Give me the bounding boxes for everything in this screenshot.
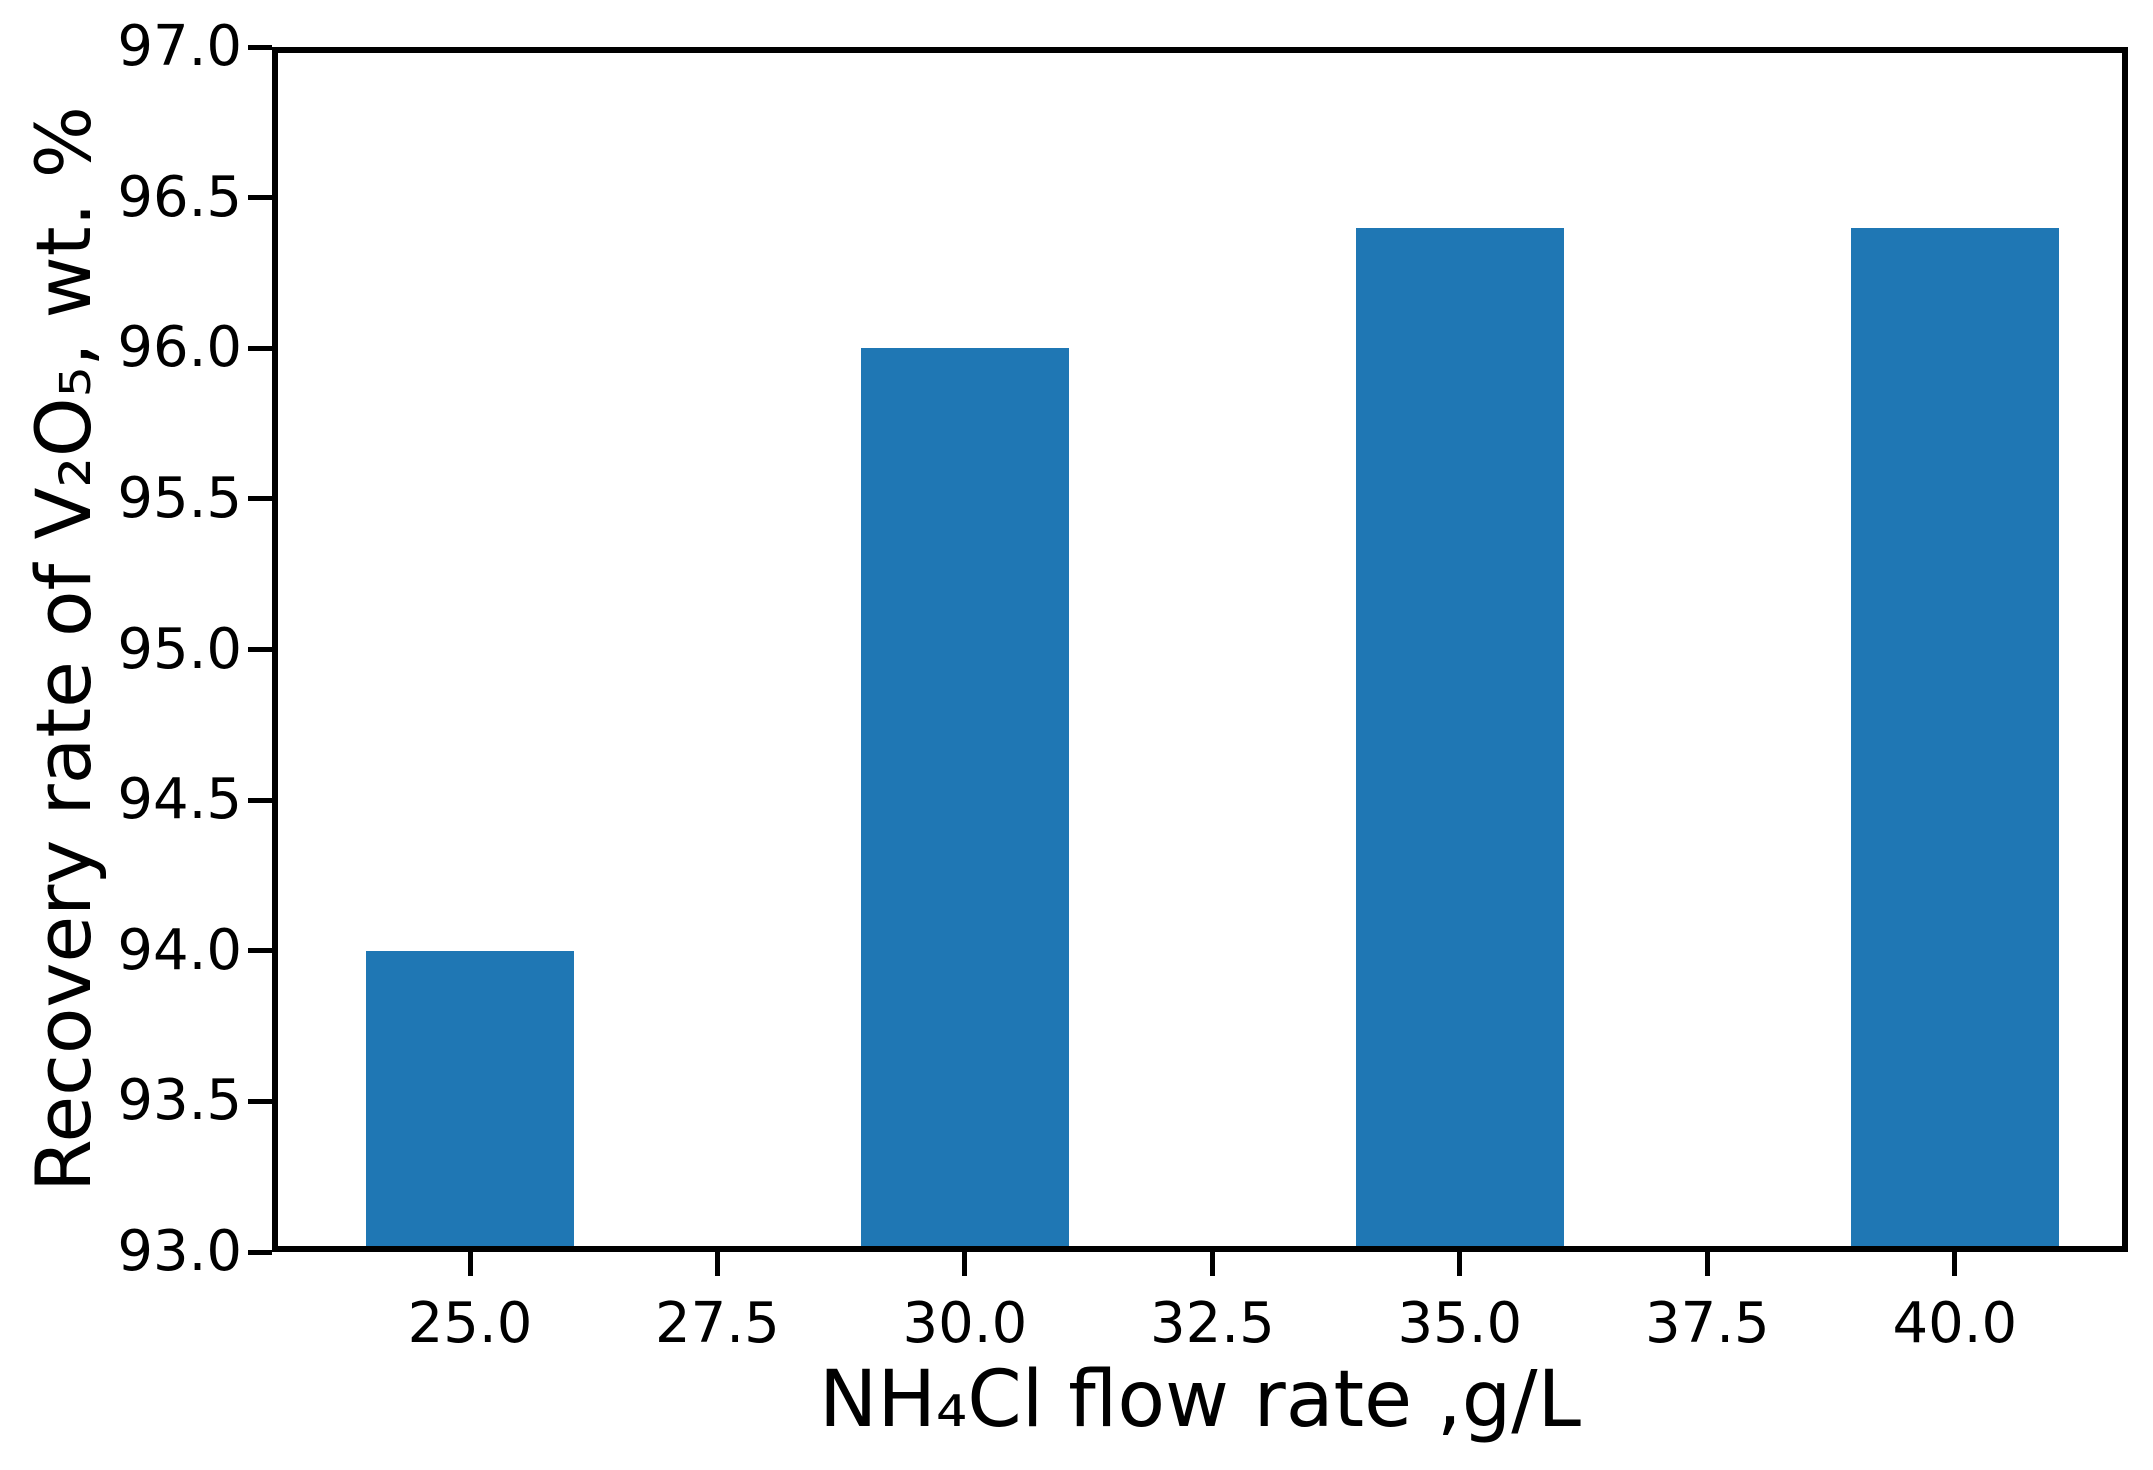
bar-x-40 <box>1850 227 2059 1252</box>
x-tick-label: 35.0 <box>1397 1291 1523 1356</box>
y-tick-label: 96.0 <box>117 315 242 381</box>
x-tick-label: 37.5 <box>1644 1291 1770 1356</box>
y-tick-mark <box>248 496 272 502</box>
y-tick-mark <box>248 647 272 652</box>
x-tick-mark <box>467 1252 473 1276</box>
y-tick-label: 93.5 <box>117 1068 242 1134</box>
y-tick-label: 95.0 <box>117 616 242 682</box>
bar-x-30 <box>861 348 1069 1253</box>
y-tick-mark <box>248 948 272 954</box>
y-tick-mark <box>248 797 272 803</box>
plot-area <box>272 47 2128 1252</box>
x-tick-label: 25.0 <box>407 1291 533 1356</box>
x-tick-mark <box>1704 1252 1710 1276</box>
y-tick-mark <box>248 345 272 351</box>
y-tick-mark <box>248 1098 272 1104</box>
y-tick-mark <box>248 1249 272 1255</box>
x-axis-title: NH₄Cl flow rate ,g/L <box>819 1355 1581 1445</box>
y-tick-label: 94.0 <box>117 917 242 983</box>
x-tick-label: 40.0 <box>1892 1291 2018 1356</box>
x-tick-mark <box>1209 1252 1215 1276</box>
y-tick-label: 96.5 <box>117 164 242 230</box>
x-tick-label: 27.5 <box>655 1291 780 1356</box>
y-tick-label: 94.5 <box>117 767 242 833</box>
x-tick-mark <box>1457 1252 1463 1276</box>
x-tick-mark <box>714 1252 720 1276</box>
y-tick-label: 97.0 <box>117 14 242 79</box>
bar-x-35 <box>1355 227 1564 1252</box>
x-tick-mark <box>962 1252 968 1276</box>
x-tick-label: 30.0 <box>902 1291 1028 1356</box>
y-tick-mark <box>248 44 272 50</box>
x-tick-mark <box>1952 1252 1958 1276</box>
y-tick-label: 93.0 <box>117 1219 242 1284</box>
bar-x-25 <box>366 950 574 1253</box>
y-tick-label: 95.5 <box>117 465 242 531</box>
y-tick-mark <box>248 195 272 201</box>
x-tick-label: 32.5 <box>1150 1291 1275 1356</box>
